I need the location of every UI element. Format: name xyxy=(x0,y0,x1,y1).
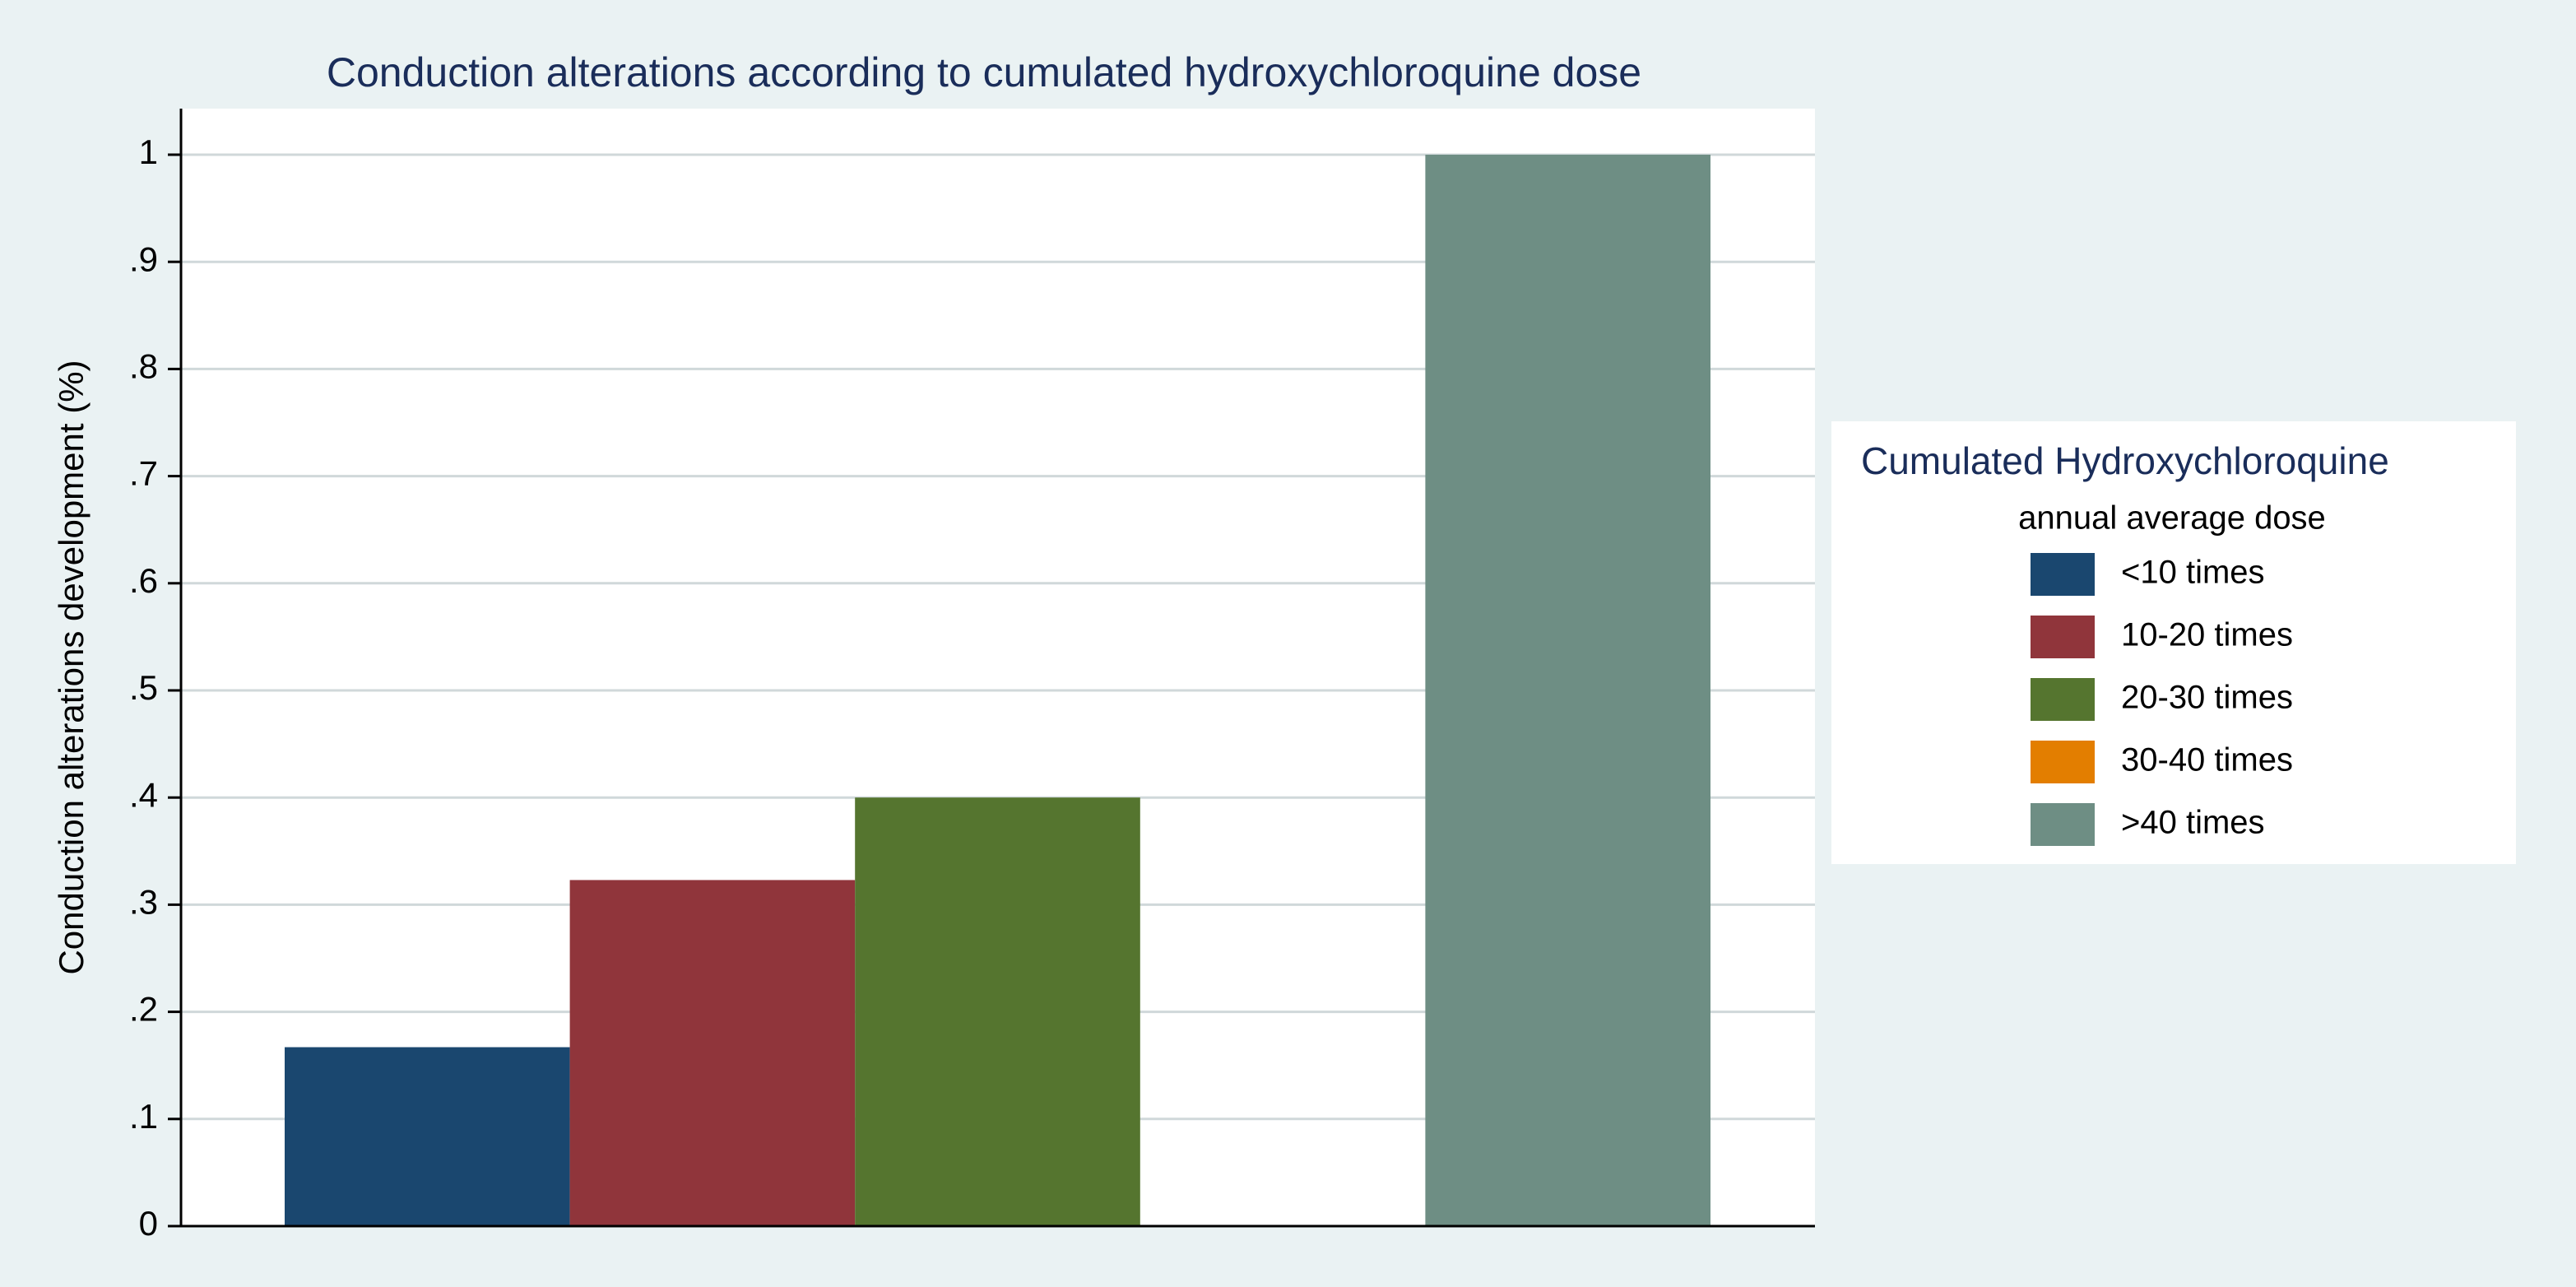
y-tick-label: .8 xyxy=(129,346,158,385)
y-tick-label: .5 xyxy=(129,668,158,707)
legend-swatch xyxy=(2031,678,2095,721)
legend-subtitle: annual average dose xyxy=(2018,500,2326,537)
y-tick-label: .9 xyxy=(129,239,158,278)
legend-swatch xyxy=(2031,803,2095,846)
chart-title: Conduction alterations according to cumu… xyxy=(327,49,1641,95)
bar xyxy=(855,797,1140,1226)
y-tick-label: .2 xyxy=(129,990,158,1029)
y-axis-label: Conduction alterations development (%) xyxy=(52,360,91,974)
legend-swatch xyxy=(2031,741,2095,783)
legend-label: 20-30 times xyxy=(2121,680,2293,716)
y-tick-label: 0 xyxy=(139,1204,158,1243)
bar xyxy=(285,1047,570,1226)
legend-label: 30-40 times xyxy=(2121,742,2293,778)
y-tick-label: .6 xyxy=(129,561,158,600)
legend-title: Cumulated Hydroxychloroquine xyxy=(1861,439,2389,482)
bar xyxy=(569,880,856,1226)
legend-label: 10-20 times xyxy=(2121,617,2293,653)
y-tick-label: .4 xyxy=(129,775,158,814)
legend-box xyxy=(1831,421,2516,864)
y-tick-label: .3 xyxy=(129,882,158,921)
y-tick-label: .1 xyxy=(129,1097,158,1136)
legend-label: <10 times xyxy=(2121,555,2265,591)
y-tick-label: .7 xyxy=(129,454,158,493)
legend-swatch xyxy=(2031,553,2095,596)
legend-swatch xyxy=(2031,616,2095,658)
bar xyxy=(1425,155,1710,1226)
legend-label: >40 times xyxy=(2121,805,2265,841)
y-tick-label: 1 xyxy=(139,132,158,171)
